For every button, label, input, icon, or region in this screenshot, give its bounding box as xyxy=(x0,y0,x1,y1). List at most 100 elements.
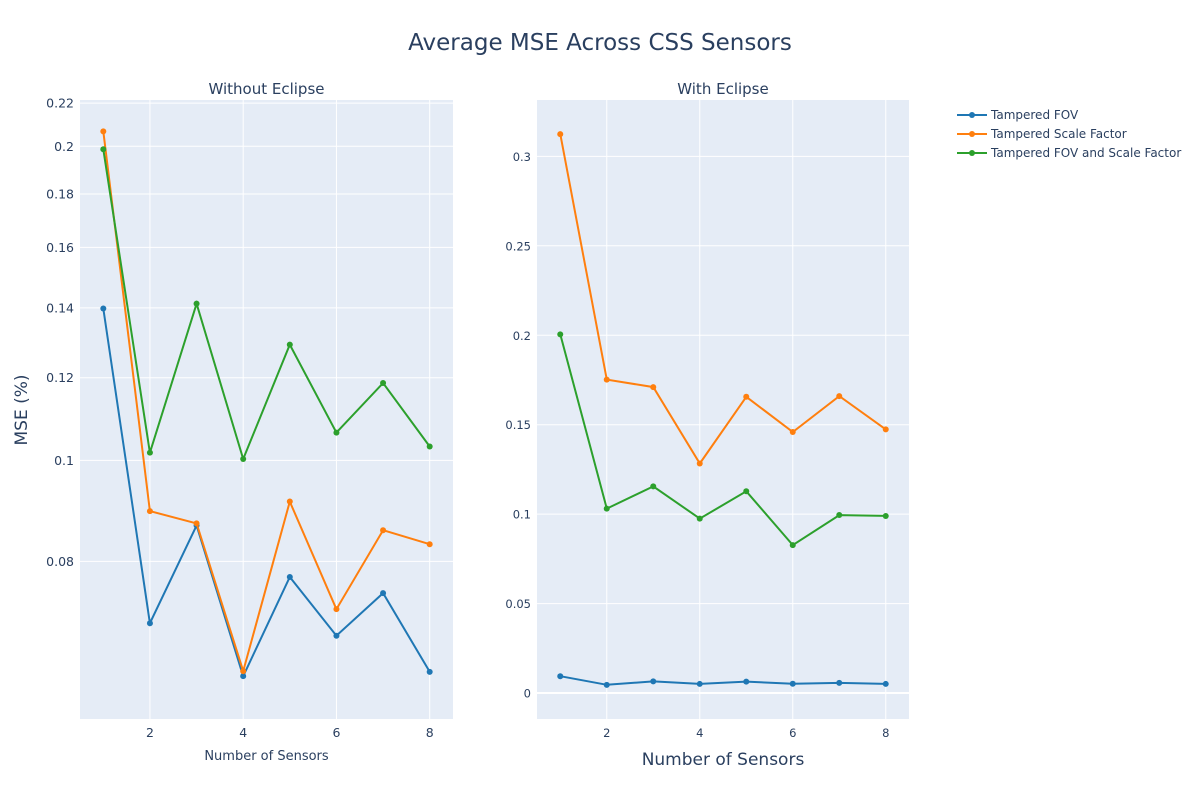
data-point-tampered-fov-and-scale-factor xyxy=(426,443,433,450)
data-point-tampered-fov-and-scale-factor xyxy=(557,331,564,338)
data-point-tampered-fov-and-scale-factor xyxy=(146,449,153,456)
x-tick-label: 6 xyxy=(332,725,340,740)
data-point-tampered-scale-factor xyxy=(380,527,387,534)
data-point-tampered-fov-and-scale-factor xyxy=(100,146,107,153)
legend-swatch-marker xyxy=(969,112,975,118)
y-tick-label: 0 xyxy=(524,687,531,701)
data-point-tampered-fov xyxy=(240,673,247,680)
data-point-tampered-fov-and-scale-factor xyxy=(836,512,843,519)
data-point-tampered-fov-and-scale-factor xyxy=(743,488,750,495)
series-group xyxy=(557,131,889,688)
series-group xyxy=(100,128,433,680)
data-point-tampered-fov xyxy=(836,679,843,686)
subplot-title: With Eclipse xyxy=(677,80,768,98)
data-point-tampered-fov-and-scale-factor xyxy=(696,515,703,522)
y-tick-label: 0.1 xyxy=(54,453,74,468)
data-point-tampered-fov-and-scale-factor xyxy=(882,512,889,519)
plot-background xyxy=(537,100,909,719)
tick-labels: 2 4 6 8 0.08 0.1 0.12 0.14 0.16 0.18 0.2 0.22 xyxy=(46,96,434,740)
legend-label: Tampered FOV xyxy=(990,108,1079,122)
legend-item[interactable]: Tampered FOV and Scale Factor xyxy=(957,146,1181,160)
data-point-tampered-fov xyxy=(100,305,107,312)
legend[interactable]: Tampered FOV Tampered Scale Factor Tampere… xyxy=(957,108,1181,160)
x-tick-label: 8 xyxy=(882,726,889,740)
x-tick-label: 8 xyxy=(426,725,434,740)
data-point-tampered-scale-factor xyxy=(333,606,340,613)
data-point-tampered-fov xyxy=(789,680,796,687)
x-tick-label: 6 xyxy=(789,726,796,740)
x-tick-label: 4 xyxy=(696,726,703,740)
y-tick-label: 0.14 xyxy=(46,300,74,315)
data-point-tampered-scale-factor xyxy=(557,131,564,138)
legend-swatch-marker xyxy=(969,150,975,156)
data-point-tampered-scale-factor xyxy=(240,668,247,675)
y-tick-label: 0.25 xyxy=(505,239,531,253)
y-tick-label: 0.2 xyxy=(54,139,74,154)
panel-without-eclipse: 2 4 6 8 0.08 0.1 0.12 0.14 0.16 0.18 0.2 0.22 Witho… xyxy=(46,80,453,764)
y-tick-label: 0.3 xyxy=(513,150,531,164)
y-tick-label: 0.12 xyxy=(46,370,74,385)
data-point-tampered-fov xyxy=(696,680,703,687)
data-point-tampered-fov-and-scale-factor xyxy=(789,542,796,549)
y-tick-label: 0.1 xyxy=(513,508,531,522)
data-point-tampered-fov-and-scale-factor xyxy=(380,380,387,387)
chart-title: Average MSE Across CSS Sensors xyxy=(408,30,792,56)
legend-swatch-marker xyxy=(969,131,975,137)
legend-item[interactable]: Tampered FOV xyxy=(957,108,1079,122)
y-axis-label: MSE (%) xyxy=(12,374,32,445)
data-point-tampered-scale-factor xyxy=(696,460,703,467)
data-point-tampered-fov xyxy=(286,573,293,580)
series-line-tampered-fov xyxy=(102,308,431,679)
gridlines xyxy=(537,100,909,719)
y-tick-label: 0.22 xyxy=(46,96,74,111)
series-line-tampered-fov-and-scale-factor xyxy=(559,334,886,547)
x-tick-label: 4 xyxy=(239,725,247,740)
y-tick-label: 0.05 xyxy=(505,597,531,611)
plot-background xyxy=(80,100,453,719)
x-tick-label: 2 xyxy=(603,726,610,740)
series-line-tampered-scale-factor xyxy=(102,131,430,675)
data-point-tampered-fov xyxy=(882,680,889,687)
x-axis-label: Number of Sensors xyxy=(642,750,805,770)
data-point-tampered-scale-factor xyxy=(426,541,433,548)
data-point-tampered-scale-factor xyxy=(650,384,657,391)
x-axis-label: Number of Sensors xyxy=(204,749,329,764)
data-point-tampered-scale-factor xyxy=(836,393,843,400)
series-line-tampered-fov-and-scale-factor xyxy=(102,149,431,463)
legend-item[interactable]: Tampered Scale Factor xyxy=(957,127,1127,141)
data-point-tampered-fov xyxy=(333,632,340,639)
data-point-tampered-fov xyxy=(603,681,610,688)
y-tick-label: 0.18 xyxy=(46,187,74,202)
data-point-tampered-fov xyxy=(557,673,564,680)
y-tick-label: 0.08 xyxy=(46,554,74,569)
series-line-tampered-scale-factor xyxy=(559,134,887,466)
y-tick-label: 0.2 xyxy=(513,329,531,343)
data-point-tampered-fov xyxy=(650,678,657,685)
data-point-tampered-fov-and-scale-factor xyxy=(193,300,200,307)
y-tick-label: 0.16 xyxy=(46,240,74,255)
data-point-tampered-scale-factor xyxy=(146,508,153,515)
data-point-tampered-fov xyxy=(380,590,387,597)
data-point-tampered-scale-factor xyxy=(789,429,796,436)
data-point-tampered-fov-and-scale-factor xyxy=(333,429,340,436)
data-point-tampered-scale-factor xyxy=(743,393,750,400)
gridlines xyxy=(80,100,453,719)
series-line-tampered-fov xyxy=(560,675,886,686)
data-point-tampered-fov-and-scale-factor xyxy=(603,505,610,512)
panel-with-eclipse: 2 4 6 800.050.10.150.20.250.3 With Eclipse … xyxy=(505,80,909,770)
x-tick-label: 2 xyxy=(146,725,154,740)
legend-label: Tampered Scale Factor xyxy=(990,127,1127,141)
subplot-title: Without Eclipse xyxy=(208,80,324,98)
legend-label: Tampered FOV and Scale Factor xyxy=(990,146,1181,160)
data-point-tampered-scale-factor xyxy=(882,426,889,433)
data-point-tampered-scale-factor xyxy=(193,520,200,527)
data-point-tampered-scale-factor xyxy=(100,128,107,135)
data-point-tampered-fov-and-scale-factor xyxy=(650,483,657,490)
y-tick-label: 0.15 xyxy=(505,418,531,432)
data-point-tampered-scale-factor xyxy=(286,498,293,505)
data-point-tampered-fov-and-scale-factor xyxy=(240,455,247,462)
data-point-tampered-scale-factor xyxy=(603,376,610,383)
data-point-tampered-fov xyxy=(743,678,750,685)
data-point-tampered-fov-and-scale-factor xyxy=(286,341,293,348)
